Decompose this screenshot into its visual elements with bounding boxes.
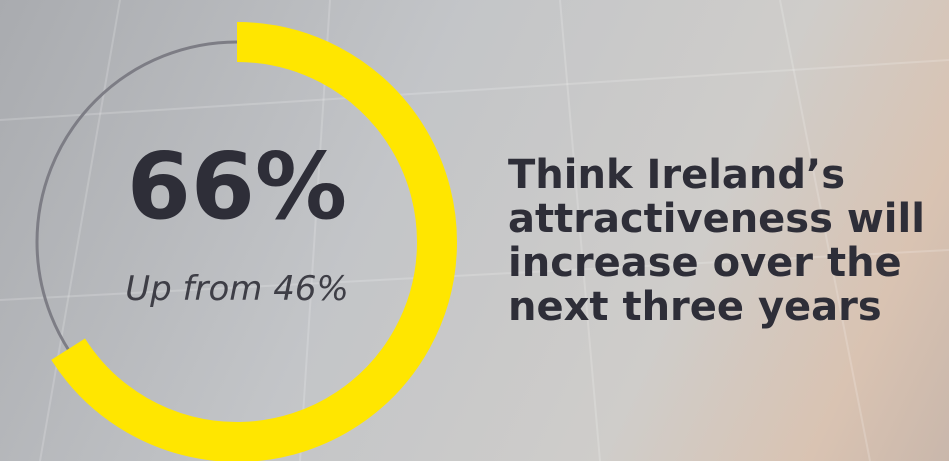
caption-line: increase over the bbox=[508, 240, 902, 286]
caption-line: Think Ireland’s bbox=[508, 152, 845, 198]
subtitle: Up from 46% bbox=[125, 269, 349, 309]
caption-line: next three years bbox=[508, 284, 882, 330]
donut-arc bbox=[51, 22, 457, 461]
caption-line: attractiveness will bbox=[508, 196, 925, 242]
value-label: 66% bbox=[127, 133, 347, 240]
